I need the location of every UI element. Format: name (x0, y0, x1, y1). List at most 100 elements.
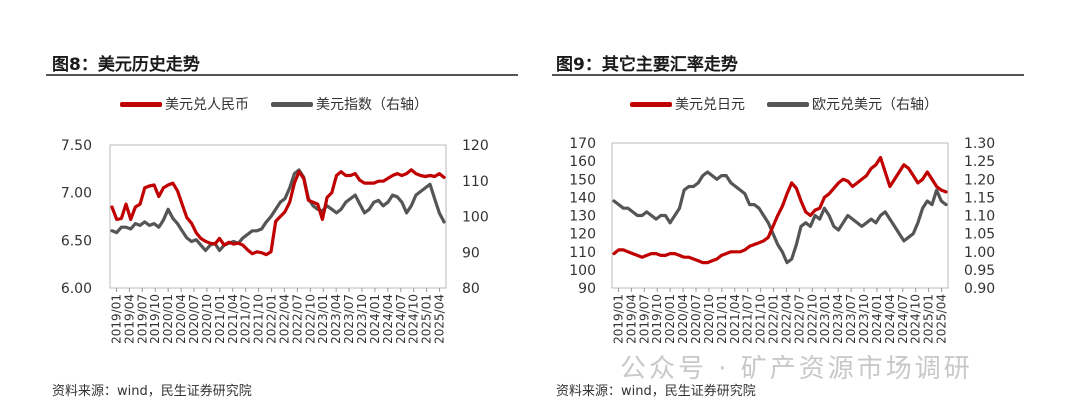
legend-label: 美元指数（右轴） (316, 97, 428, 113)
figure-8-source: 资料来源：wind，民生证券研究院 (52, 384, 252, 399)
figure-9-legend: 美元兑日元 欧元兑美元（右轴） (630, 94, 960, 114)
y-right-tick-label: 1.00 (964, 245, 995, 261)
figure-8-panel: 图8：美元历史走势 美元兑人民币 美元指数（右轴） 6.00 6.50 7.00 7.… (46, 55, 518, 399)
y-left-tick-label: 6.00 (61, 281, 92, 297)
x-tick-label: 2020/10 (702, 294, 716, 344)
y-right-tick-label: 1.10 (964, 209, 995, 225)
x-tick-label: 2025/01 (420, 294, 434, 344)
legend-swatch-gray (767, 101, 809, 107)
x-tick-label: 2019/01 (109, 294, 123, 344)
x-tick-label: 2019/10 (650, 294, 664, 344)
y-left-tick-label: 6.50 (61, 233, 92, 249)
figure-9-title: 图9：其它主要汇率走势 (556, 55, 738, 75)
x-tick-label: 2020/10 (200, 294, 214, 344)
y-left-tick-label: 130 (569, 209, 596, 225)
x-tick-label: 2022/04 (779, 294, 793, 344)
x-tick-label: 2024/10 (909, 294, 923, 344)
y-left-tick-label: 100 (569, 263, 596, 279)
x-tick-label: 2023/07 (844, 294, 858, 344)
x-tick-label: 2022/10 (303, 294, 317, 344)
y-right-tick-label: 110 (462, 174, 489, 190)
x-tick-label: 2020/01 (663, 294, 677, 344)
legend-label: 美元兑日元 (675, 97, 745, 113)
x-tick-label: 2023/10 (355, 294, 369, 344)
y-right-tick-label: 80 (462, 281, 480, 297)
y-right-tick-label: 120 (462, 138, 489, 154)
x-tick-label: 2022/07 (792, 294, 806, 344)
x-tick-label: 2024/07 (896, 294, 910, 344)
figure-9-chart: 90 100 110 120 130 140 150 160 170 0.90 0.95 1.00 1.… (569, 136, 995, 344)
y-right-tick-label: 1.05 (964, 227, 995, 243)
legend-item-usdjpy: 美元兑日元 (630, 94, 745, 114)
y-right-tick-label: 1.30 (964, 136, 995, 152)
y-left-tick-label: 150 (569, 172, 596, 188)
x-tick-label: 2021/07 (239, 294, 253, 344)
figure-8-title: 图8：美元历史走势 (52, 55, 200, 75)
x-tick-label: 2025/04 (433, 294, 447, 344)
y-right-tick-label: 1.20 (964, 172, 995, 188)
x-tick-label: 2019/01 (611, 294, 625, 344)
y-right-tick-label: 0.95 (964, 263, 995, 279)
figure-9-title-rule (552, 74, 1024, 76)
x-tick-label: 2020/04 (676, 294, 690, 344)
y-left-tick-label: 7.00 (61, 186, 92, 202)
x-tick-label: 2020/07 (689, 294, 703, 344)
y-right-tick-label: 100 (462, 210, 489, 226)
x-tick-label: 2021/01 (213, 294, 227, 344)
watermark-text: 公众号 · 矿产资源市场调研 (620, 354, 973, 384)
x-tick-label: 2021/10 (252, 294, 266, 344)
legend-swatch-gray (271, 101, 313, 107)
legend-item-dxy: 美元指数（右轴） (271, 94, 428, 114)
x-tick-label: 2019/07 (637, 294, 651, 344)
x-tick-label: 2023/04 (831, 294, 845, 344)
y-left-tick-label: 90 (578, 281, 596, 297)
figure-8-legend: 美元兑人民币 美元指数（右轴） (120, 94, 450, 114)
y-left-tick-label: 160 (569, 154, 596, 170)
x-tick-label: 2023/04 (329, 294, 343, 344)
x-tick-label: 2020/01 (161, 294, 175, 344)
x-tick-label: 2021/01 (715, 294, 729, 344)
legend-swatch-red (120, 101, 162, 107)
x-tick-label: 2024/10 (407, 294, 421, 344)
series-line (612, 170, 948, 265)
figure-8-title-rule (46, 74, 518, 76)
x-tick-label: 2025/01 (922, 294, 936, 344)
series-line (612, 155, 948, 265)
x-tick-label: 2023/10 (857, 294, 871, 344)
figure-8-chart: 6.006.507.007.5080901001101202019/012019… (61, 138, 489, 344)
x-tick-label: 2024/04 (381, 294, 395, 344)
x-tick-label: 2019/10 (148, 294, 162, 344)
legend-swatch-red (630, 101, 672, 107)
x-tick-label: 2022/04 (277, 294, 291, 344)
x-tick-label: 2021/04 (226, 294, 240, 344)
y-left-tick-label: 110 (569, 245, 596, 261)
x-tick-label: 2019/04 (624, 294, 638, 344)
x-tick-label: 2019/04 (122, 294, 136, 344)
x-tick-label: 2019/07 (135, 294, 149, 344)
legend-label: 欧元兑美元（右轴） (812, 97, 938, 113)
plot-frame (109, 144, 447, 289)
x-tick-label: 2025/04 (935, 294, 949, 344)
y-left-tick-label: 140 (569, 190, 596, 206)
x-tick-label: 2024/01 (870, 294, 884, 344)
y-left-tick-label: 170 (569, 136, 596, 152)
x-tick-label: 2024/01 (368, 294, 382, 344)
figure-9-source: 资料来源：wind，民生证券研究院 (556, 384, 756, 399)
x-tick-label: 2020/04 (174, 294, 188, 344)
x-tick-label: 2023/01 (316, 294, 330, 344)
x-tick-label: 2022/07 (290, 294, 304, 344)
legend-item-eurusd: 欧元兑美元（右轴） (767, 94, 938, 114)
y-right-tick-label: 1.25 (964, 154, 995, 170)
x-tick-label: 2020/07 (187, 294, 201, 344)
x-tick-label: 2021/04 (728, 294, 742, 344)
y-right-tick-label: 90 (462, 245, 480, 261)
x-tick-label: 2024/04 (883, 294, 897, 344)
y-right-tick-label: 0.90 (964, 281, 995, 297)
y-left-tick-label: 120 (569, 227, 596, 243)
y-right-tick-label: 1.15 (964, 190, 995, 206)
x-tick-label: 2022/10 (805, 294, 819, 344)
x-tick-label: 2021/10 (754, 294, 768, 344)
x-tick-label: 2021/07 (741, 294, 755, 344)
x-tick-label: 2023/01 (818, 294, 832, 344)
x-tick-label: 2022/01 (767, 294, 781, 344)
